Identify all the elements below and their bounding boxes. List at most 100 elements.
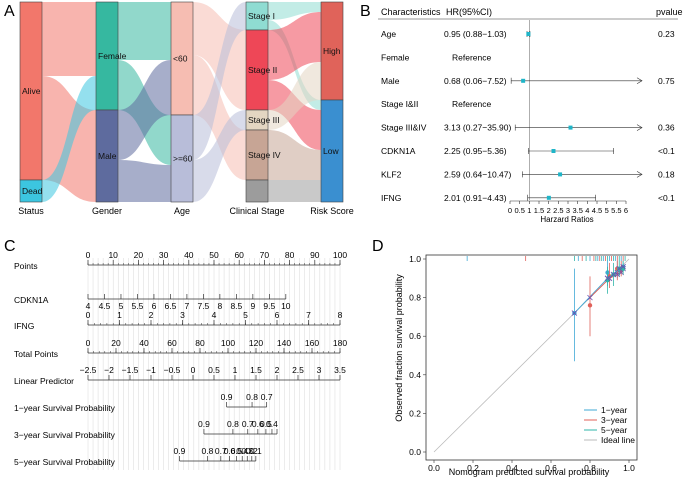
nomogram-tick-label: 6	[275, 310, 280, 320]
nomogram-tick-label: 120	[249, 338, 263, 348]
forest-row-label: CDKN1A	[381, 146, 416, 156]
sankey-axis-label: Age	[174, 206, 190, 216]
nomogram-tick-label: 9	[250, 301, 255, 311]
nomogram-tick-label: 2	[149, 310, 154, 320]
node-dead-label: Dead	[22, 186, 43, 196]
forest-row-hr: 2.01 (0.91−4.43)	[444, 193, 507, 203]
nomogram-tick-label: 2	[275, 365, 280, 375]
nomogram-tick-label: 3	[180, 310, 185, 320]
nomogram-tick-label: 0.2	[246, 446, 258, 456]
nomogram-tick-label: 0.5	[231, 446, 243, 456]
nomogram-tick-label: 4	[86, 301, 91, 311]
nomogram-tick-label: 100	[221, 338, 235, 348]
calibration-x-tick-label: 0.8	[584, 463, 596, 473]
calibration-cross-marker	[604, 275, 611, 282]
node-dead	[19, 179, 43, 203]
forest-x-tick-label: 4	[585, 206, 589, 215]
nomogram-tick-label: 40	[184, 250, 194, 260]
forest-ci-arrow	[636, 124, 643, 131]
sankey-axis-label: Clinical Stage	[229, 206, 284, 216]
node-low-label: Low	[323, 146, 339, 156]
nomogram-tick-label: 100	[333, 250, 347, 260]
nomogram-tick-label: 4.5	[99, 301, 111, 311]
nomogram-tick-label: 8.5	[230, 301, 242, 311]
nomogram-tick-label: 60	[167, 338, 177, 348]
node-female-label: Female	[98, 51, 127, 61]
calibration-legend-label: 3−year	[601, 415, 627, 425]
forest-header-pvalue: pvalue	[656, 7, 683, 17]
nomogram-row-label: 3−year Survival Probability	[14, 430, 116, 440]
nomogram-tick-label: 10	[108, 250, 118, 260]
nomogram-tick-label: 0.5	[208, 365, 220, 375]
forest-x-tick-label: 3.5	[572, 206, 582, 215]
nomogram-row-label: 1−year Survival Probability	[14, 403, 116, 413]
forest-row-pvalue: 0.75	[658, 76, 675, 86]
nomogram-tick-label: 0.4	[266, 419, 278, 429]
node-low	[320, 99, 344, 203]
node-ge60-label: >=60	[173, 154, 193, 164]
nomogram-tick-label: 2.5	[292, 365, 304, 375]
calibration-x-tick-label: 0.2	[467, 463, 479, 473]
calibration-cross-marker	[587, 294, 593, 301]
nomogram-tick-label: 7	[306, 310, 311, 320]
calibration-cross-marker	[571, 310, 578, 316]
forest-x-tick-label: 4.5	[592, 206, 602, 215]
nomogram-tick-label: 3.5	[334, 365, 346, 375]
calibration-x-tick-label: 0.6	[545, 463, 557, 473]
forest-ci-arrow	[636, 77, 643, 85]
forest-point	[546, 195, 551, 200]
flow-male-ge60	[118, 160, 171, 202]
forest-row-pvalue: 0.36	[658, 123, 675, 133]
forest-x-tick-label: 1.5	[534, 206, 544, 215]
forest-point	[526, 32, 531, 36]
nomogram-tick-label: 0.6	[224, 446, 236, 456]
nomogram-tick-label: 0	[191, 365, 196, 375]
flow-stage2-high	[268, 12, 321, 80]
nomogram-tick-label: 9.5	[263, 301, 275, 311]
sankey-axis-label: Gender	[92, 206, 122, 216]
forest-x-tick-label: 2	[547, 206, 551, 215]
calibration-xlabel: Nomogram predicted survival probability	[449, 467, 610, 477]
nomogram-tick-label: 5	[243, 310, 248, 320]
nomogram-tick-label: 8	[218, 301, 223, 311]
forest-row-label: Female	[381, 52, 410, 62]
nomogram-tick-label: 0.1	[250, 446, 262, 456]
forest-ci-arrow	[636, 171, 643, 178]
nomogram-tick-label: 1.5	[250, 365, 262, 375]
nomogram-tick-label: 6	[152, 301, 157, 311]
nomogram-tick-label: 1	[117, 310, 122, 320]
flow-female-lt60	[118, 2, 171, 60]
nomogram-tick-label: −0.5	[164, 365, 181, 375]
nomogram-tick-label: 0.9	[174, 446, 186, 456]
nomogram-tick-label: 0.6	[252, 419, 264, 429]
forest-header-characteristics: Characteristics	[381, 7, 441, 17]
forest-row-hr: 3.13 (0.27−35.90)	[444, 123, 512, 133]
node-male	[95, 109, 119, 203]
nomogram-tick-label: 70	[260, 250, 270, 260]
nomogram-tick-label: 140	[277, 338, 291, 348]
calibration-point	[587, 303, 593, 308]
nomogram-tick-label: −2.5	[80, 365, 97, 375]
calibration-cross-marker	[610, 271, 617, 278]
flow-stage3-high	[268, 62, 321, 130]
forest-row-pvalue: 0.18	[658, 169, 675, 179]
sankey-axis-label: Risk Score	[310, 206, 354, 216]
forest-x-tick-label: 2.5	[553, 206, 563, 215]
forest-row-hr: 2.59 (0.64−10.47)	[444, 169, 512, 179]
nomogram-tick-label: 0	[86, 338, 91, 348]
nomogram-tick-label: 3	[317, 365, 322, 375]
forest-x-tick-label: 5	[605, 206, 609, 215]
nomogram-tick-label: 4	[212, 310, 217, 320]
nomogram-tick-label: 0.7	[215, 446, 227, 456]
calibration-y-tick-label: 1.0	[409, 254, 421, 264]
node-high-label: High	[323, 46, 341, 56]
node-alive-label: Alive	[22, 86, 41, 96]
nomogram-row-label: Points	[14, 261, 38, 271]
nomogram-row-label: CDKN1A	[14, 295, 49, 305]
flow-stagena-low	[268, 180, 321, 202]
forest-point	[551, 149, 556, 153]
forest-x-tick-label: 1	[527, 206, 531, 215]
panel-c-letter: C	[4, 238, 16, 255]
nomogram-tick-label: 20	[134, 250, 144, 260]
flow-lt60-stage4	[193, 55, 246, 180]
